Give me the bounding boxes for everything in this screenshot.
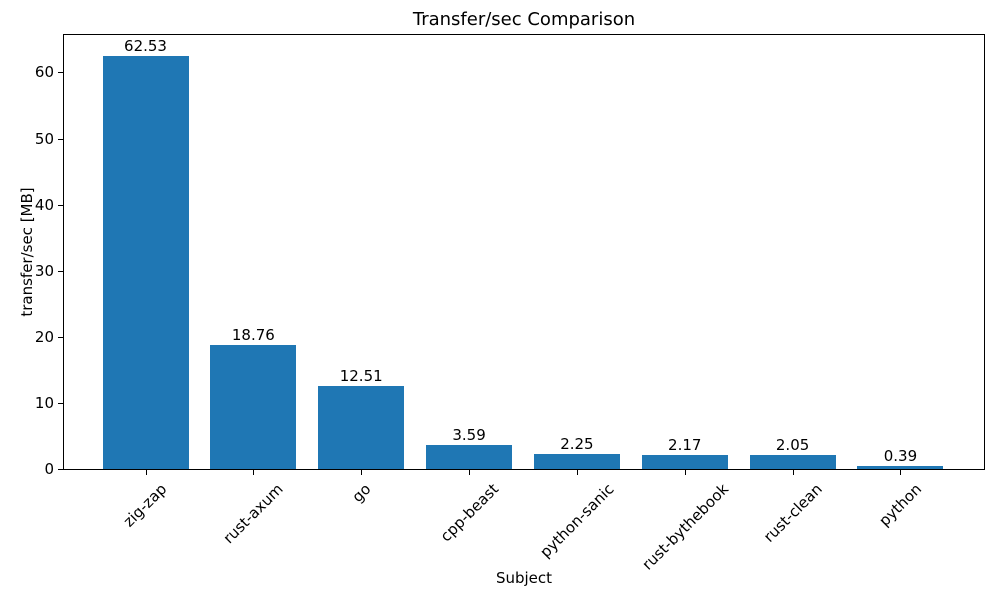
x-tick-mark bbox=[792, 470, 794, 475]
y-tick-label: 20 bbox=[34, 327, 54, 346]
y-tick-mark bbox=[58, 336, 63, 338]
bar-value-label: 12.51 bbox=[339, 367, 383, 386]
x-tick-mark bbox=[469, 470, 471, 475]
y-tick-mark bbox=[58, 72, 63, 74]
x-tick-mark bbox=[684, 470, 686, 475]
bar-value-label: 2.05 bbox=[775, 436, 810, 455]
x-tick-mark bbox=[253, 470, 255, 475]
x-tick-label: python-sanic bbox=[536, 480, 618, 562]
bar-rust-clean bbox=[749, 455, 836, 469]
x-tick-label: cpp-beast bbox=[436, 480, 502, 546]
bar-value-label: 2.17 bbox=[668, 435, 702, 454]
y-tick-label: 10 bbox=[34, 393, 54, 412]
x-axis-title: Subject bbox=[495, 569, 553, 587]
x-tick-label: rust-axum bbox=[219, 480, 287, 548]
x-tick-label: rust-bythebook bbox=[638, 480, 732, 574]
bar-rust-axum bbox=[210, 345, 297, 469]
x-tick-mark bbox=[361, 470, 363, 475]
bar-value-label: 18.76 bbox=[231, 326, 275, 344]
y-tick-mark bbox=[58, 138, 63, 140]
x-tick-mark bbox=[576, 470, 578, 475]
bar-value-label: 0.39 bbox=[883, 447, 918, 466]
y-tick-mark bbox=[58, 204, 63, 206]
bar-value-label: 3.59 bbox=[452, 426, 486, 445]
x-tick-label: rust-clean bbox=[759, 480, 826, 546]
bar-python-sanic bbox=[533, 454, 620, 469]
x-tick-label: python bbox=[875, 480, 926, 530]
y-tick-mark bbox=[58, 402, 63, 404]
plot-area bbox=[63, 34, 985, 470]
bar-rust-bythebook bbox=[641, 454, 728, 469]
y-tick-label: 40 bbox=[34, 195, 54, 214]
bar-zig-zap bbox=[102, 55, 189, 469]
bar-python bbox=[857, 466, 944, 469]
y-tick-mark bbox=[58, 270, 63, 272]
bar-value-label: 62.53 bbox=[124, 36, 167, 55]
x-tick-label: go bbox=[348, 480, 374, 506]
x-tick-mark bbox=[900, 470, 902, 475]
bar-value-label: 2.25 bbox=[560, 435, 594, 454]
y-tick-label: 0 bbox=[44, 460, 54, 478]
y-tick-label: 30 bbox=[34, 261, 54, 280]
y-tick-label: 50 bbox=[34, 129, 54, 148]
x-tick-label: zig-zap bbox=[119, 480, 171, 531]
bar-cpp-beast bbox=[426, 445, 513, 469]
y-tick-label: 60 bbox=[34, 63, 54, 82]
chart-title: Transfer/sec Comparison bbox=[412, 9, 636, 30]
y-tick-mark bbox=[58, 469, 63, 470]
x-tick-mark bbox=[145, 470, 147, 475]
bar-go bbox=[318, 386, 405, 469]
